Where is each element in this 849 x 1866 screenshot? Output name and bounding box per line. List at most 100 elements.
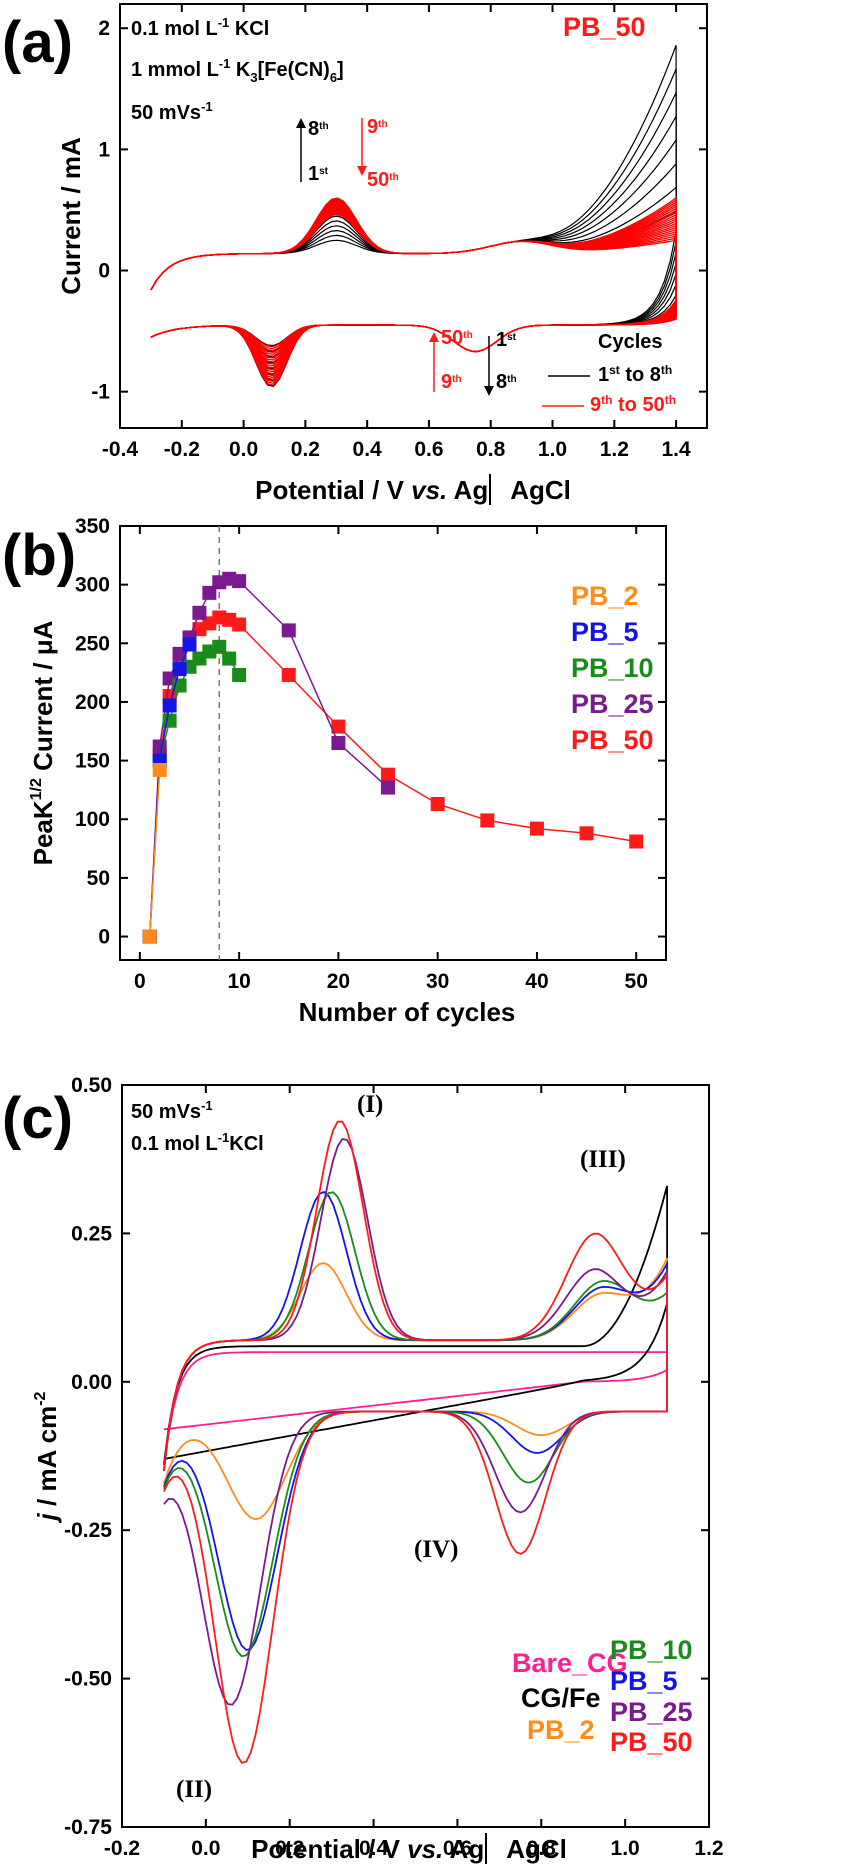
panel-b-ytick-label: 150 [75, 750, 110, 773]
panel-a-ylabel: Current / mA [56, 137, 86, 295]
panel-c-legend-CG/Fe: CG/Fe [521, 1683, 601, 1713]
panel-a-cycle-black [150, 162, 677, 358]
panel-c-ytick-label: 0.50 [71, 1074, 112, 1097]
panel-a-cycle-red [150, 213, 677, 353]
panel-c-ticks: -0.2 0.0 0.2 0.4 0.6 0.8 1.0 1.2 -0.75 -0.50 -0.25… [64, 1074, 723, 1860]
panel-a-arrowhead2-up-red [429, 332, 439, 342]
panel-a-xlabel: Potential / V vs. Ag AgCl [255, 475, 571, 505]
panel-b-legend-PB_2: PB_2 [571, 581, 639, 611]
panel-b-point-PB_5 [182, 637, 197, 652]
panel-b-ytick-label: 0 [98, 926, 110, 949]
panel-b-point-PB_50 [281, 667, 296, 682]
panel-c-xtick-label: 0.4 [359, 1837, 389, 1860]
panel-c-ytick-label: 0.25 [71, 1222, 112, 1245]
panel-b: (b) 0 10 20 30 40 50 0 50 100 150 200 250 300 350 Pea… [2, 515, 667, 1027]
panel-a-sample-label: PB_50 [563, 12, 646, 42]
panel-b-ytick-label: 350 [75, 515, 110, 538]
panel-b-frame [119, 525, 667, 961]
panel-a-cycle-red [150, 198, 677, 384]
panel-b-letter: (b) [2, 523, 76, 588]
panel-a-ytick-label: 1 [98, 138, 110, 161]
panel-c-xtick-label: -0.2 [104, 1837, 140, 1860]
panel-c-legend-PB_50: PB_50 [610, 1727, 693, 1757]
panel-a-arrowhead-down-red [357, 166, 367, 176]
panel-b-ytick-label: 250 [75, 632, 110, 655]
panel-b-xtick-label: 10 [227, 970, 250, 993]
panel-b-point-PB_50 [629, 834, 644, 849]
panel-b-legend-PB_50: PB_50 [571, 725, 654, 755]
panel-b-ytick-label: 100 [75, 808, 110, 831]
panel-b-ytick-label: 300 [75, 574, 110, 597]
panel-b-point-PB_2 [142, 929, 157, 944]
panel-c-frame [121, 1084, 710, 1828]
panel-c-xtick-label: 1.2 [694, 1837, 723, 1860]
panel-c-ylabel: j / mA cm-2 [32, 1391, 62, 1523]
panel-c-xtick-label: 0.8 [527, 1837, 557, 1860]
panel-a-xtick-label: 0.0 [229, 438, 258, 461]
panel-c-ytick-label: -0.25 [64, 1519, 112, 1542]
panel-a-xtick-label: 0.6 [414, 438, 443, 461]
panel-b-point-PB_25 [232, 574, 247, 589]
panel-c-peak-II: (II) [176, 1776, 212, 1803]
panel-a-xtick-label: 1.2 [600, 438, 629, 461]
panel-a-xtick-label: 0.8 [476, 438, 506, 461]
panel-a-ytick-label: -1 [91, 381, 110, 404]
panel-c-legend-Bare_CG: Bare_CG [512, 1648, 628, 1678]
panel-c-xlabel: Potential / V vs. Ag AgCl [251, 1834, 567, 1864]
panel-a-cycles-title: Cycles [598, 331, 663, 353]
panel-a-xtick-label: 1.4 [662, 438, 692, 461]
panel-a-arrowhead-up-black [296, 118, 306, 128]
panel-c-ytick-label: -0.75 [64, 1816, 112, 1839]
panel-a-annot-ferricyanide: 1 mmol L-1 K3[Fe(CN)6] [131, 56, 344, 85]
panel-b-point-PB_25 [381, 780, 396, 795]
panel-b-xtick-label: 50 [625, 970, 648, 993]
panel-a-arrow2-label-9th: 9th [441, 371, 462, 393]
panel-b-xtick-label: 0 [134, 970, 146, 993]
panel-a-arrow-label-9th: 9th [367, 116, 388, 138]
panel-a-arrow-label-50th: 50th [367, 169, 399, 191]
panel-b-point-PB_10 [222, 651, 237, 666]
panel-a-letter: (a) [2, 10, 73, 75]
panel-b-point-PB_50 [232, 617, 247, 632]
panel-b-point-PB_50 [430, 796, 445, 811]
panel-c-curve-PB_25 [163, 1138, 668, 1706]
panel-a-ytick-label: 2 [98, 17, 110, 40]
panel-b-point-PB_50 [480, 813, 495, 828]
panel-c-annot-scanrate: 50 mVs-1 [131, 1098, 213, 1123]
panel-b-legend-PB_5: PB_5 [571, 617, 639, 647]
panel-b-point-PB_25 [281, 623, 296, 638]
panel-b-point-PB_25 [202, 585, 217, 600]
panel-b-xtick-label: 30 [426, 970, 449, 993]
panel-b-point-PB_50 [579, 826, 594, 841]
panel-b-legend: PB_2 PB_5 PB_10 PB_25 PB_50 [571, 581, 654, 755]
panel-b-point-PB_25 [192, 605, 207, 620]
panel-b-point-PB_10 [232, 667, 247, 682]
panel-b-legend-PB_10: PB_10 [571, 653, 654, 683]
panel-c: (c) -0.2 0.0 0.2 0.4 0.6 0.8 1.0 1.2-0.75-0.50-… [2, 1074, 724, 1864]
panel-c-annot-kcl: 0.1 mol L-1KCl [131, 1130, 264, 1155]
panel-c-curve-PB_2 [163, 1257, 668, 1521]
panel-b-point-PB_2 [152, 762, 167, 777]
panel-c-peak-IV: (IV) [414, 1536, 458, 1563]
panel-c-xtick-label: 0.0 [191, 1837, 220, 1860]
panel-a-ytick-label: 0 [98, 260, 110, 283]
panel-a-arrowhead2-down-black [484, 386, 494, 396]
panel-b-ylabel: PeaK1/2 Current / μA [28, 620, 58, 865]
panel-a-arrow2-label-8th: 8th [496, 371, 517, 393]
panel-c-xtick-label: 1.0 [611, 1837, 640, 1860]
panel-a-cycle-red [150, 198, 677, 383]
panel-c-curves [163, 1120, 668, 1764]
panel-c-curve-PB_50 [163, 1120, 668, 1764]
panel-c-curve-CG/Fe [163, 1185, 668, 1466]
panel-c-ytick-label: 0.00 [71, 1371, 112, 1394]
panel-c-ytick-label: -0.50 [64, 1668, 112, 1691]
panel-b-point-PB_5 [172, 662, 187, 677]
panel-c-peak-III: (III) [580, 1146, 626, 1173]
panel-b-point-PB_25 [331, 736, 346, 750]
panel-b-point-PB_10 [162, 713, 177, 728]
panel-b-xtick-label: 20 [327, 970, 350, 993]
panel-a-ticks: -0.4 -0.2 0.0 0.2 0.4 0.6 0.8 1.0 1.2 1.4 -1 0 1 2 [91, 4, 707, 461]
panel-b-ticks: 0 10 20 30 40 50 0 50 100 150 200 250 300 350 [75, 515, 666, 993]
